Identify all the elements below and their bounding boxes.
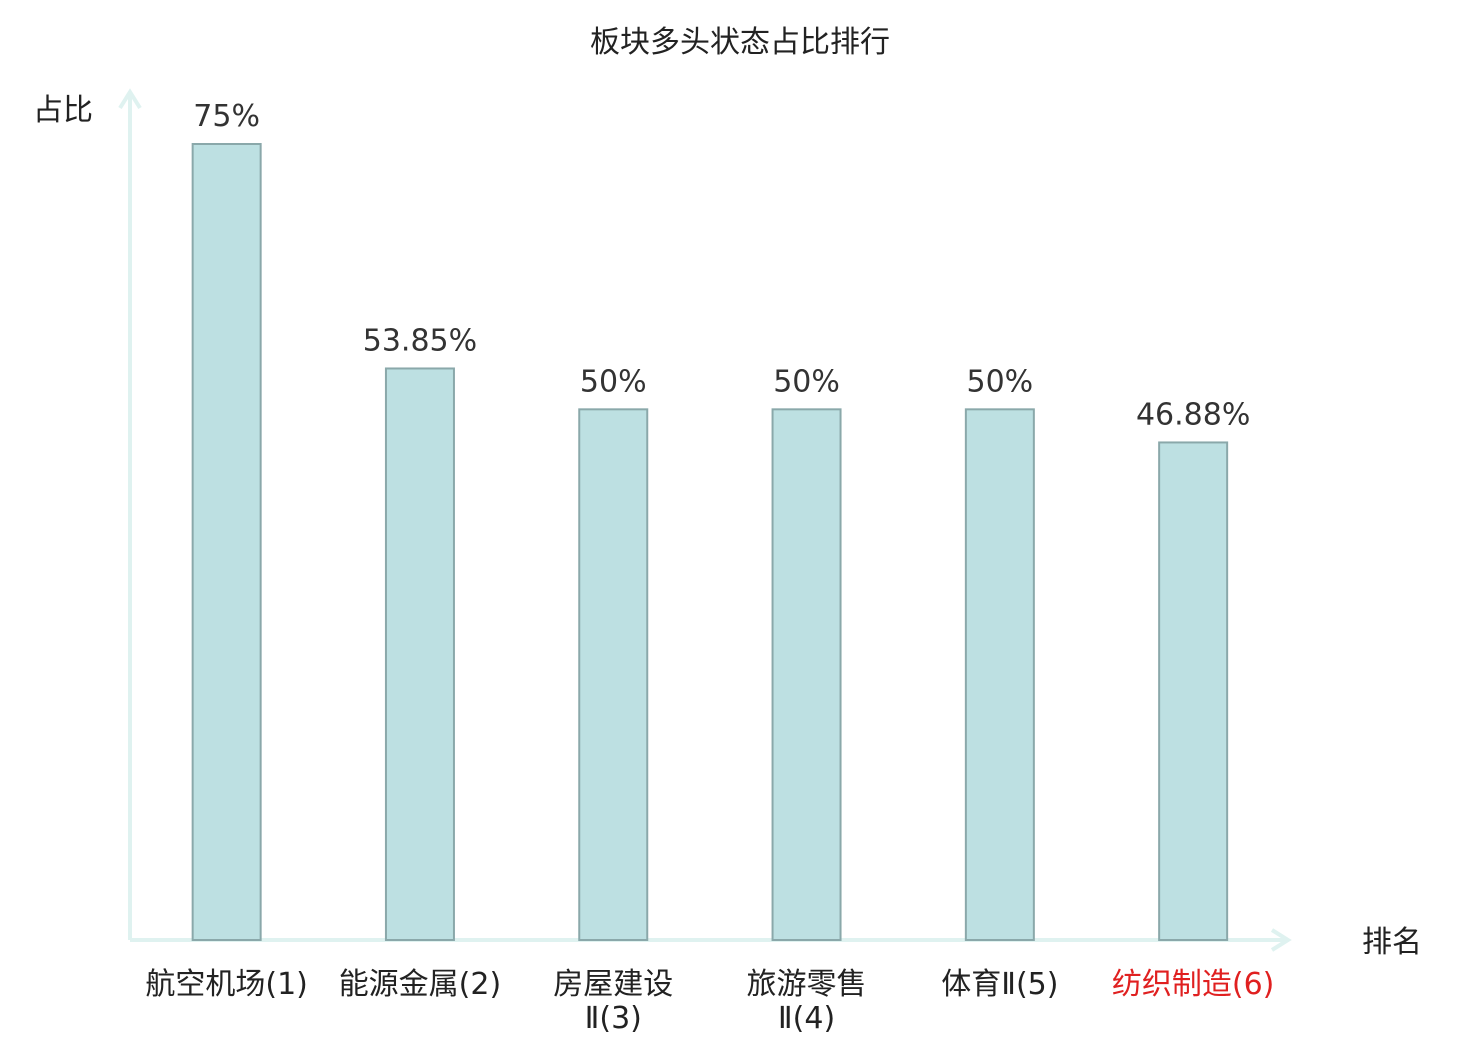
x-tick-label-6: 纺织制造(6) <box>1112 967 1275 1002</box>
data-label-4: 50% <box>773 364 840 399</box>
category-labels-group: 航空机场(1) 能源金属(2) 房屋建设 Ⅱ(3) 旅游零售 Ⅱ(4) 体育Ⅱ(5) 纺织制造… <box>145 967 1274 1036</box>
bar-2 <box>384 367 455 941</box>
value-labels-group: 75% 53.85% 50% 50% 50% 46.88% <box>193 99 1250 432</box>
data-label-5: 50% <box>967 364 1034 399</box>
bar-5 <box>964 408 1035 942</box>
x-tick-label-line: 旅游零售 <box>747 967 867 1002</box>
x-tick-label-3: 房屋建设 Ⅱ(3) <box>553 967 673 1036</box>
x-tick-label-5: 体育Ⅱ(5) <box>941 967 1058 1002</box>
x-tick-label-line: 体育Ⅱ(5) <box>941 967 1058 1002</box>
x-tick-label-line: Ⅱ(3) <box>585 1001 642 1036</box>
x-axis-label: 排名 <box>1362 925 1422 960</box>
y-axis-arrow <box>118 88 142 110</box>
x-tick-label-1: 航空机场(1) <box>145 967 308 1002</box>
bars-group <box>191 143 1229 942</box>
x-axis: 排名 <box>130 925 1422 960</box>
bar-6 <box>1158 441 1229 941</box>
x-axis-arrow <box>1270 928 1292 952</box>
bar-4 <box>771 408 842 942</box>
x-tick-label-line: Ⅱ(4) <box>778 1001 835 1036</box>
x-tick-label-line: 房屋建设 <box>553 967 673 1002</box>
data-label-6: 46.88% <box>1136 397 1250 432</box>
x-tick-label-2: 能源金属(2) <box>339 967 502 1002</box>
y-axis: 占比 <box>33 88 142 940</box>
y-axis-label: 占比 <box>33 93 93 128</box>
bar-1 <box>191 143 262 941</box>
x-tick-label-line: 航空机场(1) <box>145 967 308 1002</box>
data-label-1: 75% <box>193 99 260 134</box>
data-label-2: 53.85% <box>363 323 477 358</box>
chart-title: 板块多头状态占比排行 <box>590 25 890 60</box>
bar-3 <box>578 408 649 942</box>
x-tick-label-line: 纺织制造(6) <box>1112 967 1275 1002</box>
x-tick-label-4: 旅游零售 Ⅱ(4) <box>747 967 867 1036</box>
data-label-3: 50% <box>580 364 647 399</box>
x-tick-label-line: 能源金属(2) <box>339 967 502 1002</box>
